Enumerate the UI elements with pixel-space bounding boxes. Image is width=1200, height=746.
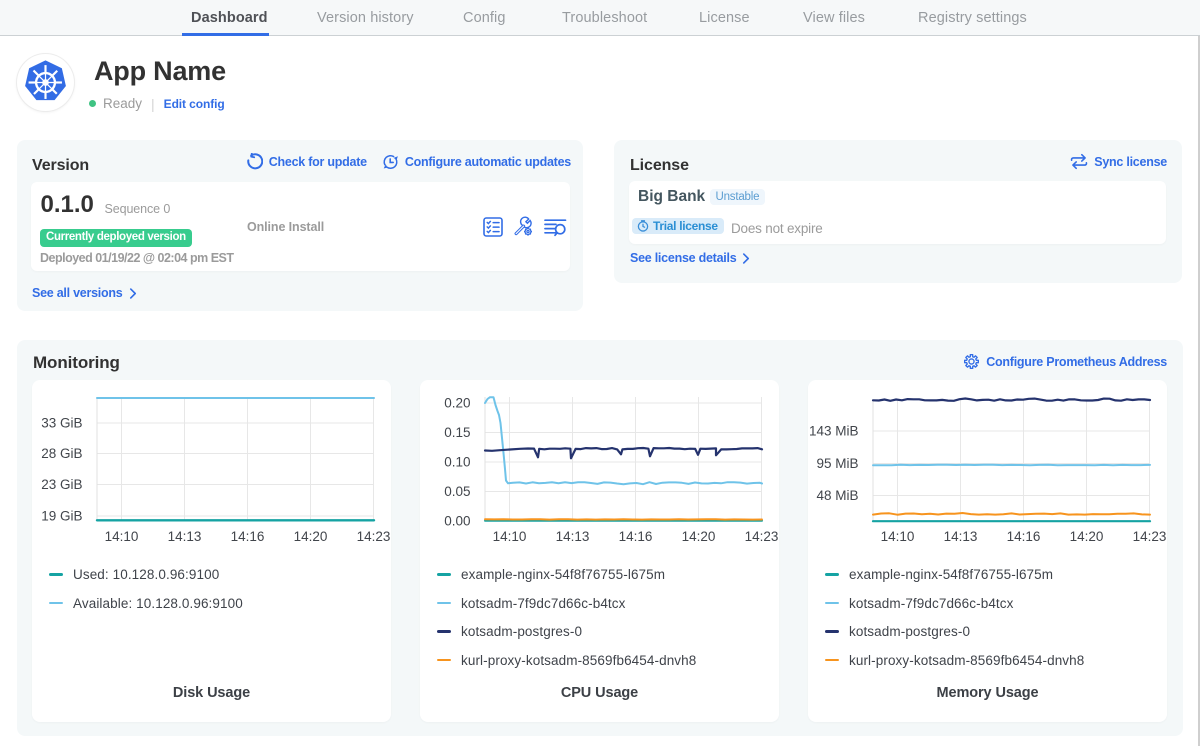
svg-text:28 GiB: 28 GiB <box>41 446 82 461</box>
svg-text:14:23: 14:23 <box>1133 529 1167 544</box>
svg-text:48 MiB: 48 MiB <box>816 488 858 503</box>
svg-text:0.20: 0.20 <box>444 396 470 411</box>
svg-text:14:10: 14:10 <box>881 529 915 544</box>
svg-text:14:13: 14:13 <box>556 529 590 544</box>
svg-text:14:23: 14:23 <box>357 529 391 544</box>
svg-text:19 GiB: 19 GiB <box>41 509 82 524</box>
svg-text:143 MiB: 143 MiB <box>809 424 859 439</box>
svg-text:33 GiB: 33 GiB <box>41 416 82 431</box>
svg-text:0.10: 0.10 <box>444 455 470 470</box>
svg-text:23 GiB: 23 GiB <box>41 477 82 492</box>
svg-text:0.15: 0.15 <box>444 425 470 440</box>
svg-text:95 MiB: 95 MiB <box>816 456 858 471</box>
svg-text:14:13: 14:13 <box>168 529 202 544</box>
svg-text:14:20: 14:20 <box>294 529 328 544</box>
svg-text:14:13: 14:13 <box>944 529 978 544</box>
svg-text:0.00: 0.00 <box>444 514 470 529</box>
svg-text:14:16: 14:16 <box>1007 529 1041 544</box>
svg-text:14:10: 14:10 <box>493 529 527 544</box>
svg-text:14:20: 14:20 <box>682 529 716 544</box>
svg-text:14:23: 14:23 <box>745 529 779 544</box>
svg-text:14:10: 14:10 <box>105 529 139 544</box>
svg-text:0.05: 0.05 <box>444 484 470 499</box>
svg-text:14:16: 14:16 <box>231 529 265 544</box>
svg-text:14:16: 14:16 <box>619 529 653 544</box>
svg-text:14:20: 14:20 <box>1070 529 1104 544</box>
